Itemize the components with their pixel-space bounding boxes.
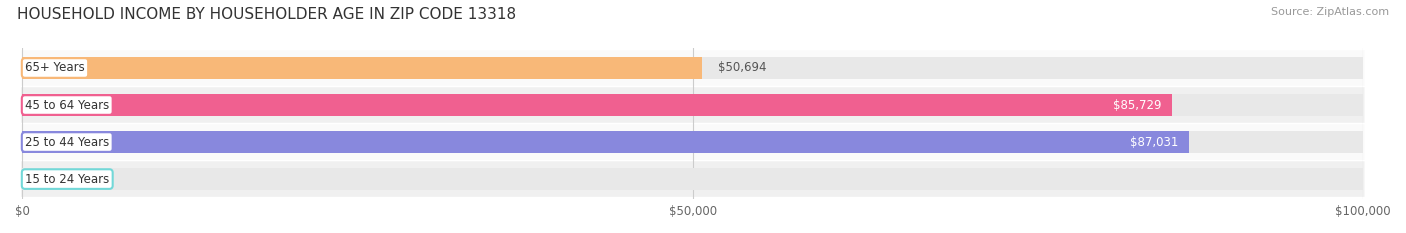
Text: $87,031: $87,031 — [1130, 136, 1178, 149]
Text: 65+ Years: 65+ Years — [25, 62, 84, 75]
Text: $85,729: $85,729 — [1112, 99, 1161, 112]
Text: $0: $0 — [38, 173, 53, 185]
FancyBboxPatch shape — [21, 161, 1365, 197]
Text: HOUSEHOLD INCOME BY HOUSEHOLDER AGE IN ZIP CODE 13318: HOUSEHOLD INCOME BY HOUSEHOLDER AGE IN Z… — [17, 7, 516, 22]
Text: Source: ZipAtlas.com: Source: ZipAtlas.com — [1271, 7, 1389, 17]
Bar — [22, 168, 1364, 190]
Bar — [22, 131, 1364, 153]
Bar — [22, 131, 1189, 153]
Text: 25 to 44 Years: 25 to 44 Years — [25, 136, 110, 149]
Bar — [22, 57, 702, 79]
Bar — [22, 57, 1364, 79]
FancyBboxPatch shape — [21, 50, 1365, 86]
Text: 15 to 24 Years: 15 to 24 Years — [25, 173, 110, 185]
Bar — [22, 94, 1364, 116]
FancyBboxPatch shape — [21, 124, 1365, 160]
Bar — [22, 94, 1171, 116]
FancyBboxPatch shape — [21, 87, 1365, 123]
Text: $50,694: $50,694 — [718, 62, 766, 75]
Text: 45 to 64 Years: 45 to 64 Years — [25, 99, 110, 112]
